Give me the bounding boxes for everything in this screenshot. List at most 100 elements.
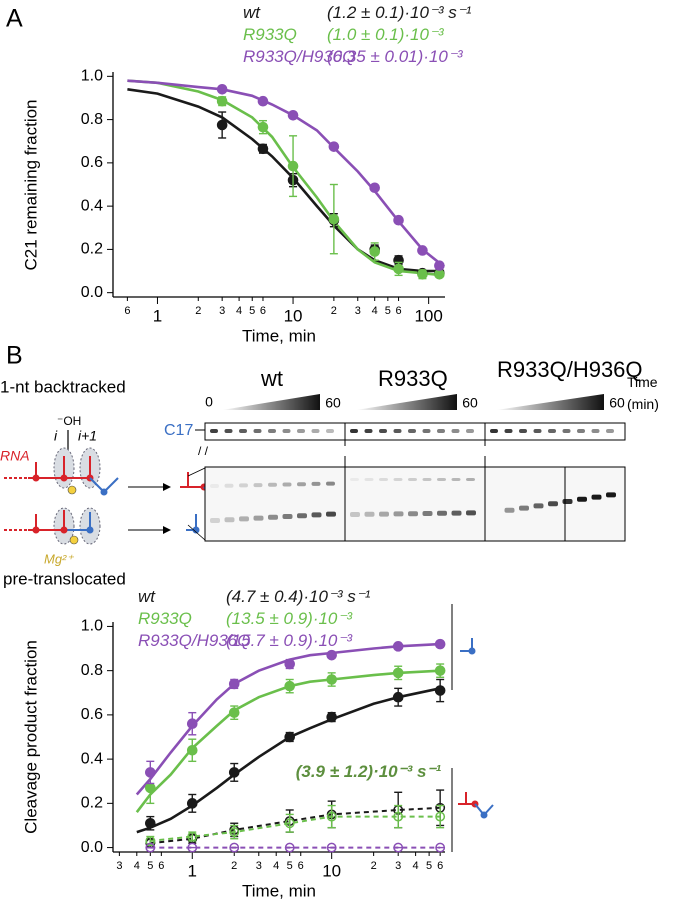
gel-band <box>350 478 359 481</box>
data-point <box>392 667 404 679</box>
gel-band <box>268 482 277 487</box>
x-tick-label: 3 <box>116 860 122 872</box>
fit-line <box>135 642 441 796</box>
data-point <box>284 818 295 829</box>
legend-label: R933Q <box>138 609 192 628</box>
data-point <box>145 782 156 794</box>
data-point <box>187 831 198 842</box>
y-axis-label: C21 remaining fraction <box>21 99 40 270</box>
x-tick-label: 4 <box>372 305 378 317</box>
data-point <box>328 141 340 152</box>
data-point <box>326 649 337 661</box>
gel-band <box>466 429 474 433</box>
gel-band <box>364 511 375 517</box>
x-tick-label: 10 <box>322 861 341 880</box>
y-tick-label: 0.8 <box>81 111 103 128</box>
gel-band <box>519 429 527 433</box>
x-tick-label: 2 <box>231 860 237 872</box>
data-point <box>434 260 445 271</box>
gel-band <box>451 510 462 516</box>
legend-rate: (13.5 ± 0.9)·10⁻³ <box>226 609 353 628</box>
band-label: C17 <box>164 422 193 439</box>
annotation: (3.9 ± 1.2)·10⁻³ s⁻¹ <box>295 762 442 782</box>
data-point <box>393 214 404 226</box>
gel-band <box>606 429 614 433</box>
gel-band <box>224 429 233 433</box>
data-point <box>417 245 428 256</box>
x-tick-label: 5 <box>287 860 293 872</box>
gel-band <box>408 429 416 433</box>
gel-band <box>282 429 291 433</box>
gel-band <box>282 482 292 487</box>
legend-rate: (1.0 ± 0.1)·10⁻³ <box>327 25 444 44</box>
gel-band <box>591 429 600 433</box>
data-point <box>284 680 296 692</box>
diagram-label: Mg²⁺ <box>44 551 74 566</box>
diagram-label: RNA <box>0 448 30 464</box>
data-point <box>369 182 380 194</box>
gel-band <box>379 511 389 517</box>
gel-band <box>437 478 446 481</box>
y-tick-label: 0.2 <box>81 241 103 258</box>
gel-band <box>490 429 498 433</box>
gel-band <box>239 483 248 488</box>
gel-band <box>562 499 573 504</box>
gel-band <box>533 503 544 509</box>
data-point <box>145 835 156 846</box>
gel-band <box>210 518 220 523</box>
gel-band <box>311 429 320 433</box>
fit-line <box>135 669 441 813</box>
data-point <box>145 817 156 829</box>
lane-label: R933Q <box>378 366 448 391</box>
gel-band <box>253 483 263 488</box>
gel-band <box>297 513 307 519</box>
x-tick-label: 10 <box>284 306 303 325</box>
legend-label: wt <box>243 3 260 22</box>
gel-band <box>326 481 335 486</box>
data-point <box>326 674 337 685</box>
gel-band <box>268 514 278 520</box>
gel-band <box>504 429 513 433</box>
x-tick-label: 4 <box>273 860 279 872</box>
y-tick-label: 1.0 <box>81 618 103 635</box>
x-tick-label: 6 <box>260 305 266 317</box>
gel-band <box>504 507 515 513</box>
data-point <box>186 744 198 756</box>
fit-line <box>127 79 445 268</box>
x-tick-label: 6 <box>396 305 402 317</box>
x-tick-label: 6 <box>158 860 164 872</box>
gel-band <box>326 429 334 433</box>
gel-band <box>548 429 556 433</box>
legend-rate: (0.35 ± 0.01)·10⁻³ <box>327 47 463 66</box>
data-point <box>392 641 404 652</box>
data-point <box>434 638 446 650</box>
x-tick-label: 3 <box>355 305 361 317</box>
x-tick-label: 6 <box>298 860 304 872</box>
diagram-label: 1-nt backtracked <box>0 377 126 396</box>
x-tick-label: 2 <box>331 305 337 317</box>
x-tick-label: 5 <box>249 305 255 317</box>
lane-label: R933Q/H936Q <box>497 357 643 382</box>
gel-band <box>577 429 585 433</box>
diagram-label: i <box>54 428 58 444</box>
gel-band <box>364 478 374 481</box>
gel-band <box>533 429 542 433</box>
legend-label: R933Q/H936Q <box>138 631 251 650</box>
data-point <box>228 678 240 690</box>
gel-band <box>577 496 587 502</box>
ramp-label: 0 <box>205 394 213 410</box>
ramp-label: 60 <box>609 395 625 411</box>
gel-band <box>239 516 249 522</box>
data-point <box>284 842 295 853</box>
x-tick-label: 5 <box>385 305 391 317</box>
y-tick-label: 0.4 <box>81 750 103 767</box>
x-tick-label: 3 <box>256 860 262 872</box>
x-axis-label: Time, min <box>242 881 316 900</box>
lane-label: wt <box>261 366 283 391</box>
gel-band <box>210 484 219 488</box>
gel-band <box>311 512 322 518</box>
gel-band <box>239 429 247 433</box>
gel-band <box>606 492 616 498</box>
gel-band <box>519 505 529 511</box>
y-tick-label: 0.6 <box>81 706 103 723</box>
